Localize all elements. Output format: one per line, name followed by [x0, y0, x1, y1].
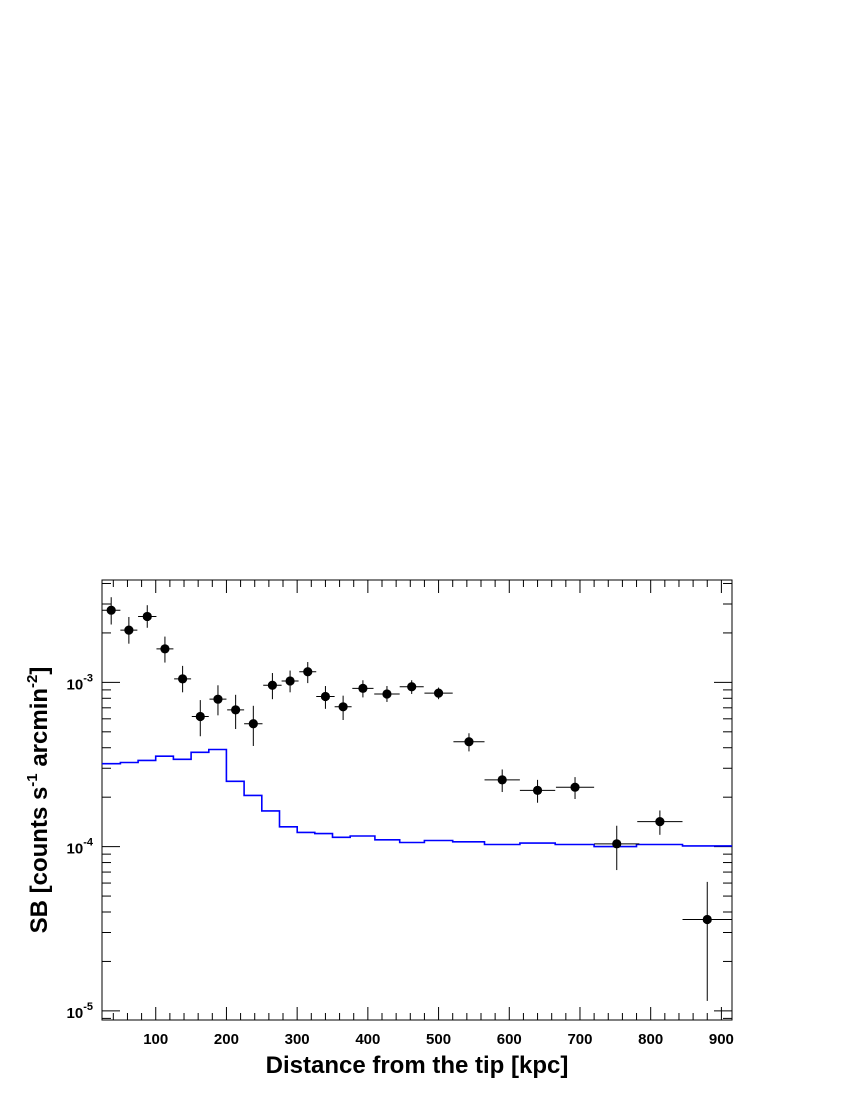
data-point [120, 617, 138, 644]
data-point [352, 680, 374, 698]
x-tick-label: 600 [497, 1031, 522, 1048]
data-point [227, 694, 245, 730]
y-axis-title-sup1: -1 [24, 773, 41, 786]
y-axis-title: SB [counts s-1 arcmin-2] [24, 667, 53, 934]
y-tick-label: 10-3 [67, 672, 93, 693]
y-tick-label: 10-5 [67, 1001, 93, 1022]
x-tick-label: 900 [709, 1031, 734, 1048]
x-tick-label: 100 [143, 1031, 168, 1048]
x-tick-label: 400 [355, 1031, 380, 1048]
y-tick-exponent: -5 [83, 1001, 93, 1013]
data-point [374, 686, 400, 702]
x-axis-title: Distance from the tip [kpc] [266, 1052, 569, 1079]
data-point [519, 779, 556, 803]
data-marker [497, 775, 507, 785]
data-marker [358, 683, 368, 693]
data-point [209, 685, 227, 716]
data-marker [702, 914, 712, 925]
model-layer [102, 748, 732, 848]
data-point [244, 705, 263, 746]
data-point [682, 881, 732, 1001]
data-marker [407, 682, 417, 692]
x-tick-label: 500 [426, 1031, 451, 1048]
y-tick-exponent: -3 [83, 672, 93, 684]
data-marker [106, 605, 116, 615]
data-point [316, 686, 335, 709]
y-tick-mantissa: 10 [67, 841, 84, 858]
data-point [191, 700, 209, 737]
data-marker [178, 674, 188, 684]
data-point [424, 687, 453, 700]
data-marker [655, 817, 665, 827]
data-marker [142, 611, 152, 622]
data-marker [267, 680, 278, 690]
data-marker [213, 694, 223, 704]
data-marker [464, 737, 474, 747]
data-point [174, 665, 192, 693]
data-marker [320, 691, 331, 702]
data-marker [570, 782, 580, 792]
y-tick-mantissa: 10 [67, 676, 84, 693]
x-tick-label: 800 [638, 1031, 663, 1048]
x-tick-label: 200 [214, 1031, 239, 1048]
data-marker [160, 644, 170, 654]
y-tick-exponent: -4 [83, 837, 94, 849]
data-marker [303, 667, 313, 677]
data-point [399, 680, 424, 694]
data-marker [532, 785, 543, 795]
y-axis-title-mid: arcmin [26, 688, 53, 773]
data-marker [285, 676, 295, 686]
data-marker [124, 625, 134, 635]
data-point [156, 636, 174, 663]
data-point [453, 733, 485, 752]
data-marker [433, 688, 444, 698]
model-step-line [102, 748, 732, 848]
data-point [138, 605, 157, 628]
data-marker [231, 705, 241, 715]
y-axis-title-end: ] [26, 667, 53, 675]
data-point [281, 670, 299, 693]
data-point [263, 673, 282, 700]
data-marker [382, 689, 392, 699]
y-tick-label: 10-4 [67, 837, 94, 858]
x-tick-label: 700 [567, 1031, 592, 1048]
data-marker [338, 702, 348, 712]
data-marker [195, 711, 205, 722]
data-point [102, 597, 121, 625]
data-marker [612, 839, 622, 849]
x-tick-label: 300 [285, 1031, 310, 1048]
data-point [637, 810, 683, 835]
data-point [484, 769, 520, 793]
y-axis-ticks: 10-310-410-5 [67, 582, 732, 1022]
data-point [334, 695, 352, 721]
y-axis-title-main: SB [counts s [26, 787, 53, 934]
data-point [594, 825, 640, 871]
plot-frame [101, 579, 733, 1021]
x-axis-ticks: 100 200 300 400 500 600 700 800 900 [112, 580, 734, 1048]
y-axis-title-sup2: -2 [24, 675, 41, 688]
data-point [299, 662, 317, 684]
data-layer [102, 597, 732, 1001]
y-tick-mantissa: 10 [67, 1005, 84, 1022]
data-point [555, 777, 595, 799]
data-marker [248, 719, 258, 729]
